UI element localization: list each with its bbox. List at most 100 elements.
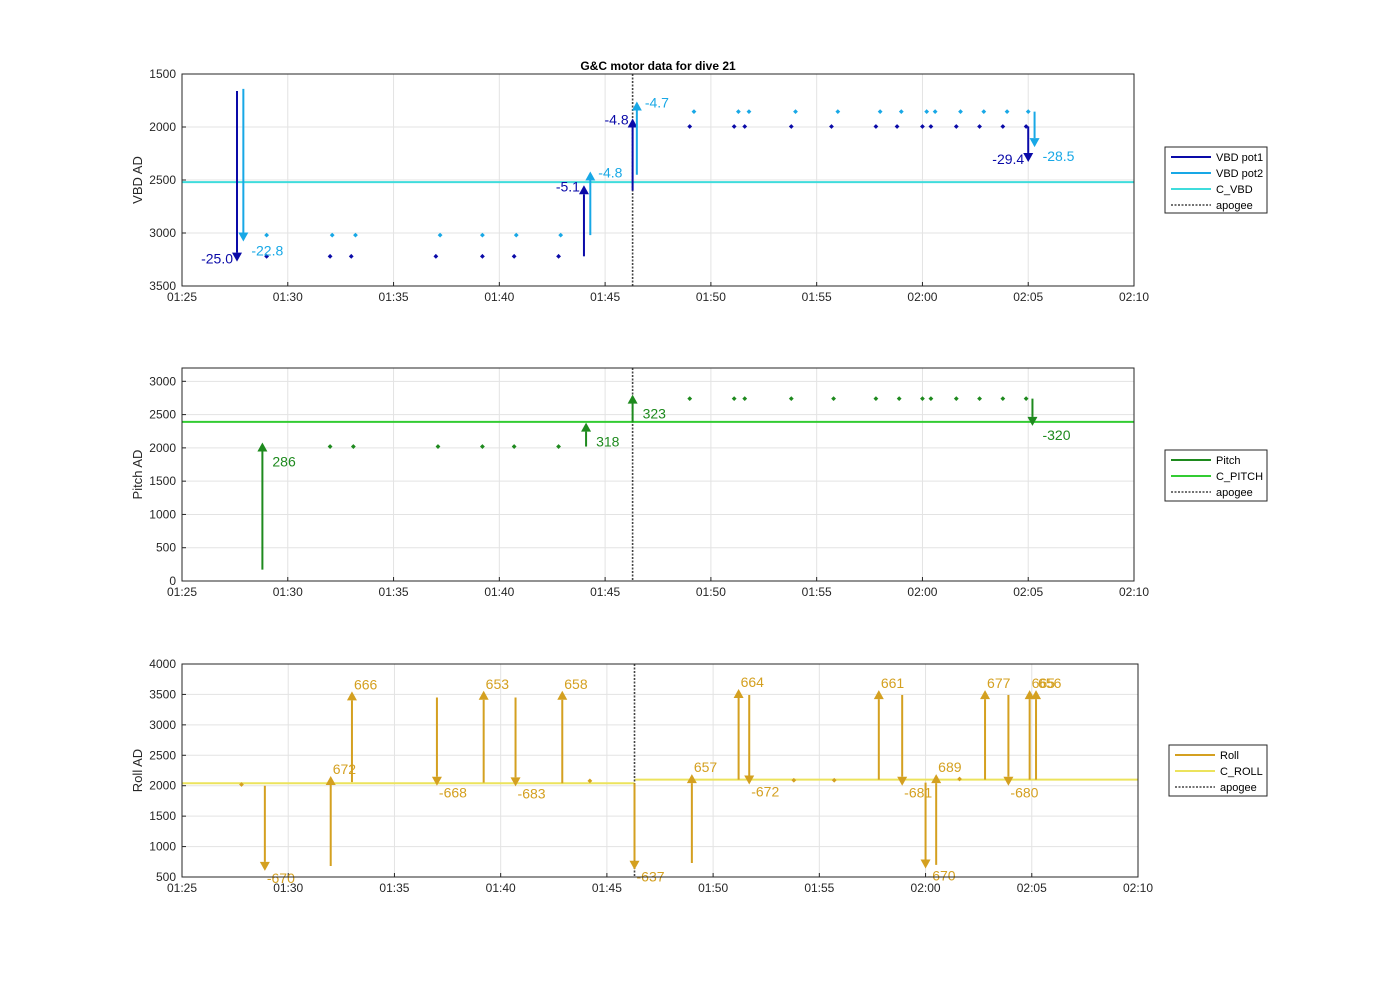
move-arrow-head bbox=[931, 774, 942, 784]
data-point bbox=[924, 109, 930, 115]
move-label: -5.1 bbox=[556, 178, 580, 194]
x-tick-label: 01:55 bbox=[804, 881, 834, 895]
data-point bbox=[928, 124, 934, 129]
move-arrow-head bbox=[238, 232, 249, 242]
y-axis-label: VBD AD bbox=[130, 156, 145, 204]
move-arrow-head bbox=[257, 442, 268, 452]
x-tick-label: 01:55 bbox=[802, 290, 832, 304]
move-arrow-head bbox=[557, 690, 568, 700]
data-point bbox=[264, 253, 270, 259]
x-tick-label: 02:10 bbox=[1123, 881, 1153, 895]
data-point bbox=[1004, 109, 1010, 115]
move-arrow-head bbox=[980, 690, 991, 700]
y-tick-label: 1500 bbox=[149, 67, 176, 81]
move-label: -668 bbox=[439, 785, 467, 801]
move-arrow-head bbox=[631, 101, 642, 111]
x-tick-label: 01:45 bbox=[590, 585, 620, 599]
data-point bbox=[687, 124, 693, 129]
data-point bbox=[920, 396, 925, 402]
legend-label: Roll bbox=[1220, 750, 1239, 762]
move-label: -680 bbox=[1010, 785, 1038, 801]
data-point bbox=[327, 444, 333, 449]
roll-panel: 01:25 01:30 01:35 01:40 01:45 01:50 01:55 02:00… bbox=[130, 657, 1268, 895]
y-tick-label: 3000 bbox=[149, 718, 176, 732]
x-tick-label: 02:10 bbox=[1119, 290, 1149, 304]
legend-label: Pitch bbox=[1216, 455, 1240, 467]
move-arrow-head bbox=[1031, 690, 1042, 700]
move-label: 656 bbox=[1038, 675, 1062, 691]
move-arrow-head bbox=[686, 774, 697, 784]
x-tick-label: 01:50 bbox=[698, 881, 728, 895]
x-tick-label: 01:40 bbox=[486, 881, 516, 895]
y-axis-label: Roll AD bbox=[130, 749, 145, 792]
move-arrow-head bbox=[627, 394, 638, 404]
move-label: 323 bbox=[643, 406, 667, 422]
move-arrow-head bbox=[232, 252, 243, 262]
x-tick-label: 01:25 bbox=[167, 881, 197, 895]
move-label: -4.7 bbox=[645, 95, 669, 111]
move-label: -320 bbox=[1042, 427, 1070, 443]
data-point bbox=[920, 124, 925, 129]
move-arrow-head bbox=[510, 777, 521, 787]
move-arrow-head bbox=[478, 690, 489, 700]
data-point bbox=[731, 396, 737, 402]
data-point bbox=[928, 396, 934, 402]
move-label: -670 bbox=[928, 867, 956, 883]
move-label: -4.8 bbox=[598, 165, 622, 181]
x-tick-label: 02:05 bbox=[1013, 290, 1043, 304]
data-point bbox=[742, 396, 748, 402]
move-arrow-head bbox=[897, 776, 908, 786]
figure-title: G&C motor data for dive 21 bbox=[580, 59, 736, 73]
move-arrow-head bbox=[431, 776, 442, 786]
move-arrow-head bbox=[346, 691, 357, 701]
x-tick-label: 01:45 bbox=[590, 290, 620, 304]
legend-label: apogee bbox=[1216, 200, 1253, 212]
data-point bbox=[791, 777, 797, 783]
x-tick-label: 01:35 bbox=[379, 290, 409, 304]
data-point bbox=[977, 124, 982, 129]
data-point bbox=[1023, 396, 1029, 402]
x-tick-label: 01:25 bbox=[167, 290, 197, 304]
data-point bbox=[981, 109, 987, 115]
data-point bbox=[587, 778, 593, 784]
legend-label: C_PITCH bbox=[1216, 471, 1263, 483]
move-arrow-head bbox=[581, 422, 592, 432]
x-tick-label: 02:10 bbox=[1119, 585, 1149, 599]
x-tick-label: 01:50 bbox=[696, 585, 726, 599]
legend-label: VBD pot2 bbox=[1216, 168, 1263, 180]
y-tick-label: 1000 bbox=[149, 840, 176, 854]
legend-label: C_ROLL bbox=[1220, 766, 1263, 778]
move-label: -25.0 bbox=[201, 251, 233, 267]
move-label: 318 bbox=[596, 434, 620, 450]
data-point bbox=[350, 444, 356, 449]
data-point bbox=[513, 232, 519, 238]
move-label: 657 bbox=[694, 759, 718, 775]
move-label: -683 bbox=[518, 785, 546, 801]
x-tick-label: 01:35 bbox=[379, 881, 409, 895]
move-arrow-head bbox=[1024, 690, 1035, 700]
data-point bbox=[835, 109, 841, 115]
move-label: 677 bbox=[987, 675, 1011, 691]
data-point bbox=[894, 124, 900, 129]
data-point bbox=[353, 232, 358, 238]
data-point bbox=[511, 444, 517, 449]
data-point bbox=[788, 396, 794, 402]
data-point bbox=[435, 444, 441, 449]
data-point bbox=[556, 444, 561, 449]
x-tick-label: 01:50 bbox=[696, 290, 726, 304]
data-point bbox=[480, 444, 485, 449]
data-point bbox=[433, 253, 439, 259]
move-label: 666 bbox=[354, 676, 378, 692]
data-point bbox=[691, 109, 697, 115]
data-point bbox=[788, 124, 794, 129]
y-tick-label: 2500 bbox=[149, 408, 176, 422]
data-point bbox=[1025, 109, 1031, 115]
data-point bbox=[1000, 124, 1006, 129]
move-label: 286 bbox=[272, 454, 296, 470]
x-tick-label: 01:30 bbox=[273, 585, 303, 599]
move-label: -29.4 bbox=[992, 151, 1024, 167]
x-tick-label: 01:40 bbox=[484, 585, 514, 599]
y-tick-label: 2000 bbox=[149, 120, 176, 134]
data-point bbox=[687, 396, 693, 402]
data-point bbox=[1000, 396, 1006, 402]
